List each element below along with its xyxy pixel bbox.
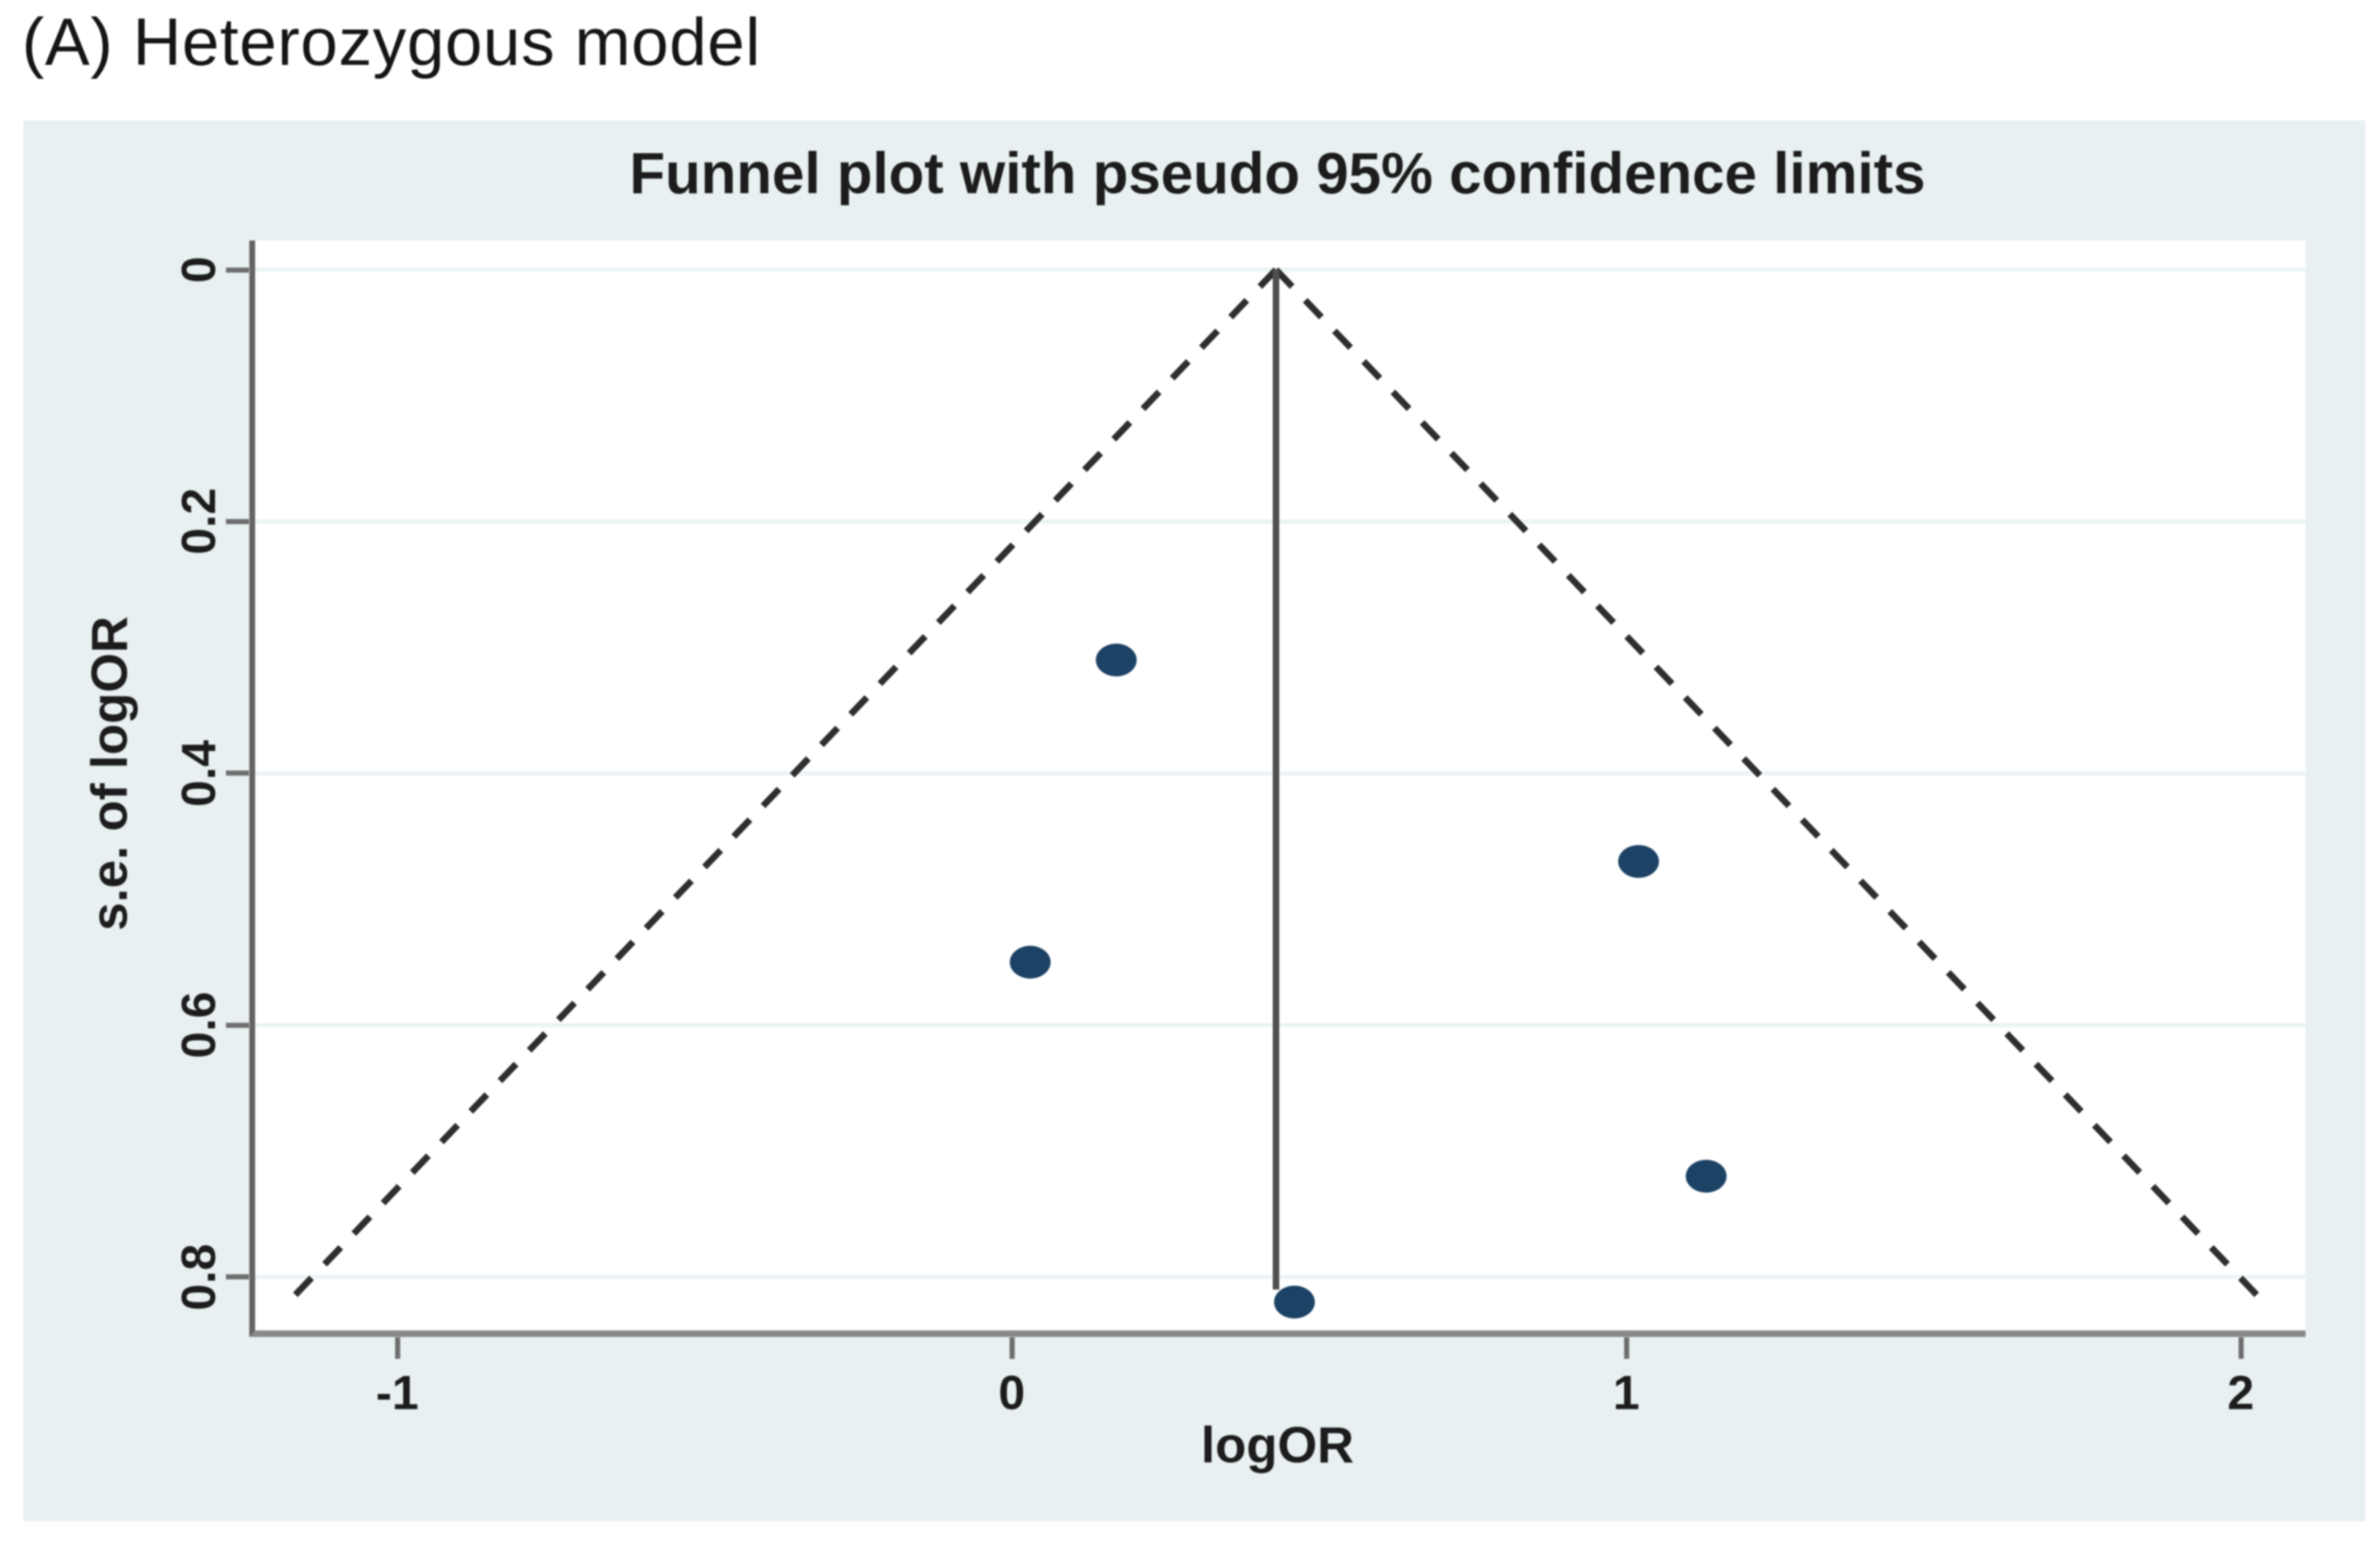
y-tick-mark bbox=[226, 1022, 249, 1028]
y-tick-label: 0.6 bbox=[171, 991, 225, 1059]
study-point bbox=[1618, 845, 1659, 878]
funnel-right-ci-line bbox=[1273, 267, 2266, 1305]
funnel-plot-svg bbox=[255, 267, 2306, 1319]
y-tick-label: 0.2 bbox=[171, 488, 225, 555]
study-point bbox=[1096, 643, 1137, 677]
y-axis-title: s.e. of logOR bbox=[81, 616, 138, 931]
y-tick-label: 0.8 bbox=[171, 1243, 225, 1311]
y-tick-mark bbox=[226, 771, 249, 776]
funnel-left-ci-line bbox=[286, 267, 1279, 1305]
y-tick-label: 0.4 bbox=[171, 739, 225, 807]
chart-title: Funnel plot with pseudo 95% confidence l… bbox=[629, 141, 1926, 206]
figure-label: (A) Heterozygous model bbox=[22, 5, 761, 79]
study-point bbox=[1010, 945, 1051, 979]
study-point bbox=[1685, 1159, 1727, 1193]
x-tick-label: 2 bbox=[2227, 1365, 2255, 1419]
study-point bbox=[1273, 1285, 1315, 1319]
x-tick-label: -1 bbox=[375, 1365, 419, 1419]
x-tick-mark bbox=[2238, 1337, 2244, 1359]
y-tick-mark bbox=[226, 518, 249, 524]
x-tick-mark bbox=[394, 1337, 400, 1359]
x-tick-label: 1 bbox=[1612, 1365, 1640, 1419]
y-tick-mark bbox=[226, 267, 249, 273]
x-tick-mark bbox=[1623, 1337, 1629, 1359]
x-axis-title: logOR bbox=[1201, 1416, 1354, 1473]
y-tick-mark bbox=[226, 1274, 249, 1280]
plot-area bbox=[249, 241, 2306, 1337]
x-tick-mark bbox=[1009, 1337, 1015, 1359]
x-tick-label: 0 bbox=[998, 1365, 1026, 1419]
y-tick-label: 0 bbox=[171, 256, 225, 284]
